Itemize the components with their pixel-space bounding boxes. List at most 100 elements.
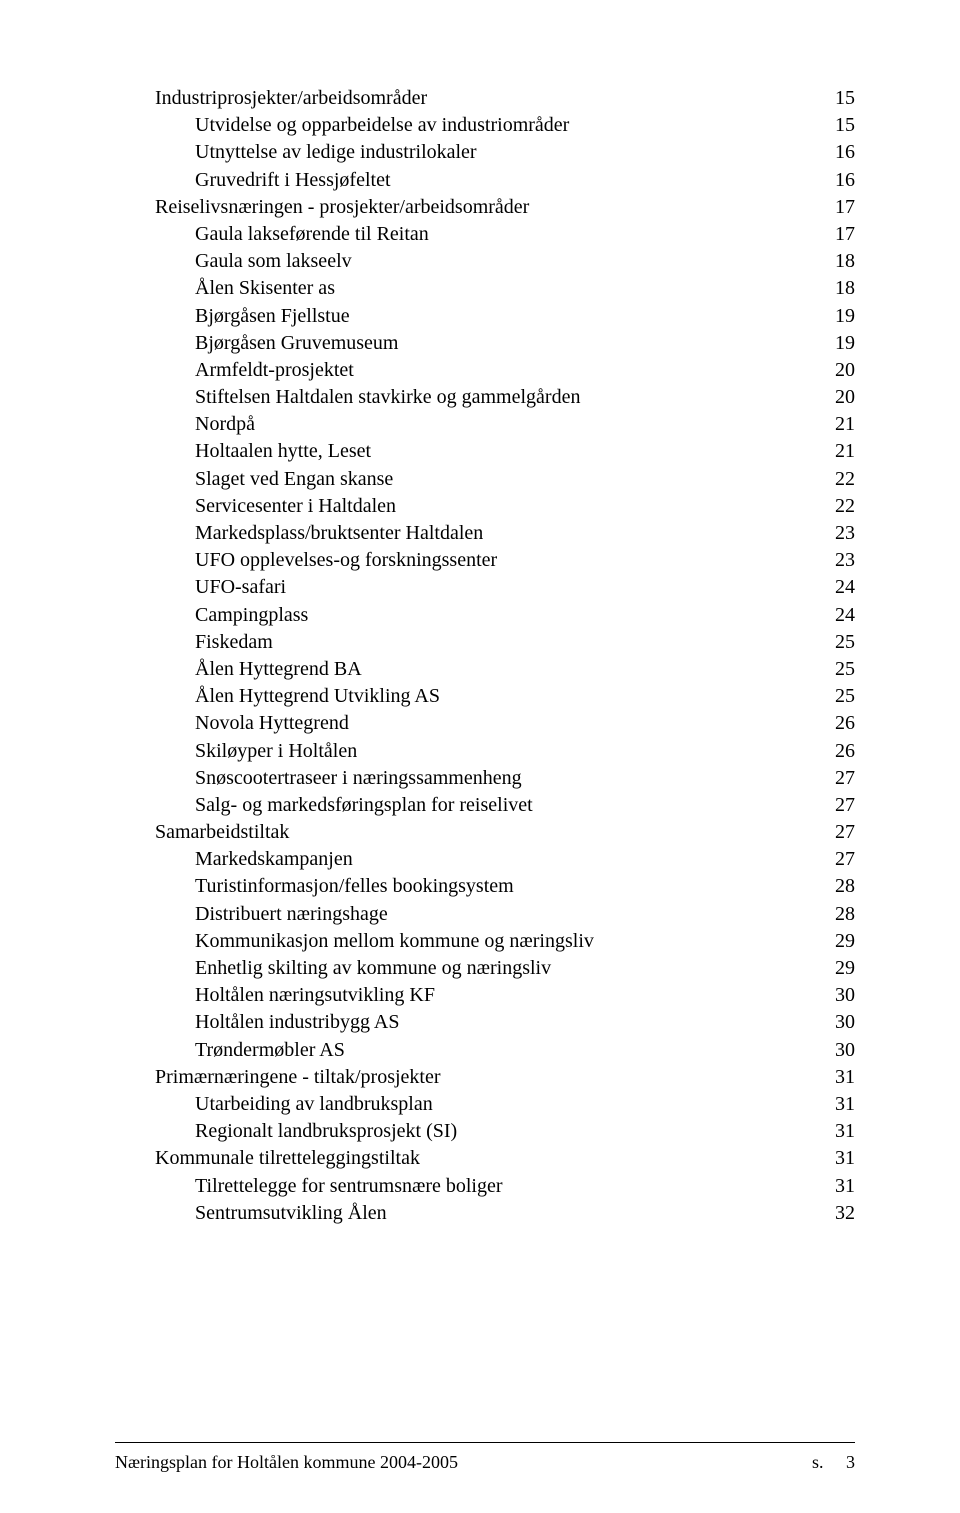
- toc-entry-page: 20: [815, 357, 855, 384]
- toc-row: Utvidelse og opparbeidelse av industriom…: [115, 112, 855, 139]
- toc-entry-page: 17: [815, 221, 855, 248]
- toc-row: Campingplass 24: [115, 602, 855, 629]
- toc-row: Markedskampanjen27: [115, 846, 855, 873]
- toc-entry-page: 28: [815, 901, 855, 928]
- toc-row: Salg- og markedsføringsplan for reiseliv…: [115, 792, 855, 819]
- toc-row: Ålen Skisenter as 18: [115, 275, 855, 302]
- toc-entry-page: 23: [815, 520, 855, 547]
- toc-entry-label: Utnyttelse av ledige industrilokaler: [195, 139, 477, 166]
- toc-entry-label: Nordpå: [195, 411, 255, 438]
- toc-row: Fiskedam25: [115, 629, 855, 656]
- toc-entry-page: 31: [815, 1118, 855, 1145]
- toc-entry-label: Holtålen næringsutvikling KF: [195, 982, 435, 1009]
- toc-row: Armfeldt-prosjektet 20: [115, 357, 855, 384]
- toc-entry-page: 23: [815, 547, 855, 574]
- toc-row: Nordpå 21: [115, 411, 855, 438]
- toc-entry-page: 21: [815, 438, 855, 465]
- toc-entry-page: 28: [815, 873, 855, 900]
- toc-entry-label: Campingplass: [195, 602, 308, 629]
- toc-row: Tilrettelegge for sentrumsnære boliger31: [115, 1173, 855, 1200]
- toc-entry-label: Slaget ved Engan skanse: [195, 466, 393, 493]
- footer-title: Næringsplan for Holtålen kommune 2004-20…: [115, 1452, 458, 1473]
- toc-row: UFO-safari 24: [115, 574, 855, 601]
- toc-row: Regionalt landbruksprosjekt (SI) 31: [115, 1118, 855, 1145]
- toc-entry-page: 27: [815, 792, 855, 819]
- toc-entry-page: 25: [815, 629, 855, 656]
- toc-entry-label: Markedsplass/bruktsenter Haltdalen: [195, 520, 483, 547]
- toc-entry-label: UFO opplevelses-og forskningssenter: [195, 547, 497, 574]
- toc-row: Sentrumsutvikling Ålen 32: [115, 1200, 855, 1227]
- toc-entry-label: Primærnæringene - tiltak/prosjekter: [155, 1064, 441, 1091]
- toc-row: UFO opplevelses-og forskningssenter 23: [115, 547, 855, 574]
- toc-entry-page: 31: [815, 1064, 855, 1091]
- toc-entry-label: Holtaalen hytte, Leset: [195, 438, 371, 465]
- toc-entry-label: Kommunikasjon mellom kommune og næringsl…: [195, 928, 594, 955]
- toc-entry-page: 27: [815, 819, 855, 846]
- table-of-contents: Industriprosjekter/arbeidsområder 15 Utvid…: [115, 85, 855, 1227]
- toc-entry-label: Trøndermøbler AS: [195, 1037, 345, 1064]
- toc-entry-label: Regionalt landbruksprosjekt (SI): [195, 1118, 457, 1145]
- toc-entry-page: 16: [815, 167, 855, 194]
- footer-divider: [115, 1442, 855, 1443]
- toc-entry-page: 30: [815, 1037, 855, 1064]
- toc-row: Reiselivsnæringen - prosjekter/arbeidsom…: [115, 194, 855, 221]
- toc-row: Holtaalen hytte, Leset 21: [115, 438, 855, 465]
- toc-entry-label: Armfeldt-prosjektet: [195, 357, 354, 384]
- document-page: Industriprosjekter/arbeidsområder 15 Utvid…: [0, 0, 960, 1513]
- toc-row: Industriprosjekter/arbeidsområder 15: [115, 85, 855, 112]
- toc-entry-page: 27: [815, 846, 855, 873]
- toc-entry-label: Distribuert næringshage: [195, 901, 388, 928]
- toc-row: Novola Hyttegrend26: [115, 710, 855, 737]
- toc-entry-page: 21: [815, 411, 855, 438]
- toc-row: Enhetlig skilting av kommune og næringsl…: [115, 955, 855, 982]
- footer-page-number: 3: [846, 1452, 855, 1472]
- toc-entry-page: 22: [815, 466, 855, 493]
- footer-page: s. 3: [812, 1452, 855, 1473]
- toc-row: Bjørgåsen Gruvemuseum19: [115, 330, 855, 357]
- toc-entry-page: 16: [815, 139, 855, 166]
- toc-entry-page: 32: [815, 1200, 855, 1227]
- toc-row: Slaget ved Engan skanse 22: [115, 466, 855, 493]
- toc-entry-page: 27: [815, 765, 855, 792]
- toc-entry-page: 15: [815, 85, 855, 112]
- toc-entry-page: 24: [815, 574, 855, 601]
- toc-row: Primærnæringene - tiltak/prosjekter 31: [115, 1064, 855, 1091]
- toc-entry-label: Bjørgåsen Gruvemuseum: [195, 330, 399, 357]
- toc-entry-label: Utarbeiding av landbruksplan: [195, 1091, 433, 1118]
- toc-entry-label: Tilrettelegge for sentrumsnære boliger: [195, 1173, 503, 1200]
- toc-row: Holtålen næringsutvikling KF 30: [115, 982, 855, 1009]
- toc-entry-page: 26: [815, 710, 855, 737]
- toc-row: Utnyttelse av ledige industrilokaler 16: [115, 139, 855, 166]
- toc-entry-label: Ålen Hyttegrend BA: [195, 656, 362, 683]
- page-footer: Næringsplan for Holtålen kommune 2004-20…: [115, 1452, 855, 1473]
- toc-entry-page: 22: [815, 493, 855, 520]
- toc-entry-page: 19: [815, 303, 855, 330]
- toc-row: Trøndermøbler AS 30: [115, 1037, 855, 1064]
- toc-entry-label: Skiløyper i Holtålen: [195, 738, 357, 765]
- toc-entry-page: 18: [815, 275, 855, 302]
- toc-row: Kommunale tilretteleggingstiltak31: [115, 1145, 855, 1172]
- toc-entry-label: UFO-safari: [195, 574, 286, 601]
- toc-entry-page: 26: [815, 738, 855, 765]
- toc-entry-label: Utvidelse og opparbeidelse av industriom…: [195, 112, 569, 139]
- toc-row: Samarbeidstiltak27: [115, 819, 855, 846]
- toc-entry-page: 30: [815, 982, 855, 1009]
- toc-entry-page: 30: [815, 1009, 855, 1036]
- toc-entry-label: Stiftelsen Haltdalen stavkirke og gammel…: [195, 384, 580, 411]
- toc-entry-label: Servicesenter i Haltdalen: [195, 493, 396, 520]
- toc-row: Gaula lakseførende til Reitan17: [115, 221, 855, 248]
- toc-row: Kommunikasjon mellom kommune og næringsl…: [115, 928, 855, 955]
- toc-entry-label: Kommunale tilretteleggingstiltak: [155, 1145, 420, 1172]
- toc-row: Bjørgåsen Fjellstue 19: [115, 303, 855, 330]
- toc-entry-label: Ålen Skisenter as: [195, 275, 335, 302]
- toc-row: Skiløyper i Holtålen 26: [115, 738, 855, 765]
- toc-entry-label: Gaula som lakseelv: [195, 248, 352, 275]
- toc-entry-label: Salg- og markedsføringsplan for reiseliv…: [195, 792, 533, 819]
- toc-entry-label: Industriprosjekter/arbeidsområder: [155, 85, 427, 112]
- toc-entry-page: 29: [815, 928, 855, 955]
- toc-row: Holtålen industribygg AS30: [115, 1009, 855, 1036]
- toc-entry-page: 24: [815, 602, 855, 629]
- toc-entry-label: Sentrumsutvikling Ålen: [195, 1200, 387, 1227]
- toc-row: Servicesenter i Haltdalen 22: [115, 493, 855, 520]
- toc-entry-label: Bjørgåsen Fjellstue: [195, 303, 350, 330]
